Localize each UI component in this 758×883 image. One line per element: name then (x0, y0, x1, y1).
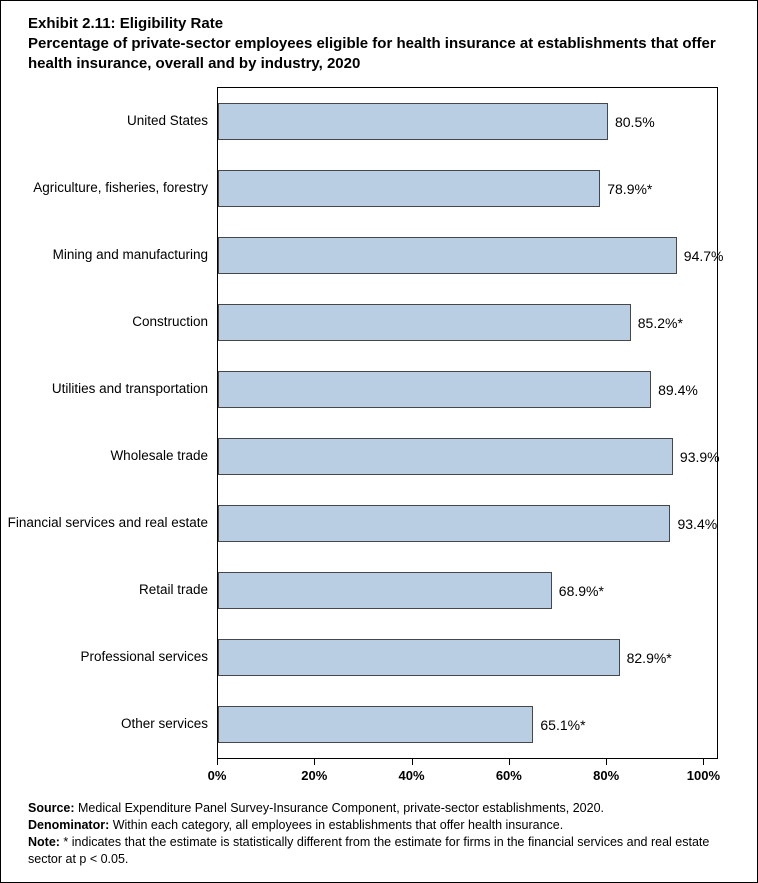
bar (218, 170, 601, 208)
bar-row: 89.4% (218, 356, 717, 423)
category-label: Financial services and real estate (7, 514, 208, 530)
bar-value-label: 89.4% (658, 381, 698, 398)
bar-value-label: 93.4% (677, 515, 718, 532)
denominator-note: Denominator: Within each category, all e… (28, 817, 730, 834)
category-label: Construction (132, 313, 208, 329)
axis-tick (606, 759, 608, 766)
bar-row: 68.9%* (218, 557, 717, 624)
bar-row: 93.9% (218, 423, 720, 490)
bar (218, 438, 673, 476)
source-note: Source: Medical Expenditure Panel Survey… (28, 800, 730, 817)
bar (218, 103, 608, 141)
axis-tick-label: 0% (207, 768, 227, 784)
axis-tick-label: 80% (593, 768, 620, 784)
denominator-label: Denominator: (28, 818, 110, 833)
bar (218, 371, 652, 409)
denominator-text: Within each category, all employees in e… (109, 818, 564, 833)
bar-value-label: 93.9% (679, 448, 720, 465)
source-label: Source: (28, 801, 75, 816)
bar-row: 78.9%* (218, 155, 717, 222)
category-label: Professional services (80, 648, 208, 664)
chart-title: Exhibit 2.11: Eligibility Rate (28, 15, 224, 32)
note-text: * indicates that the estimate is statist… (28, 834, 710, 866)
category-label: Other services (120, 715, 208, 731)
footnotes: Source: Medical Expenditure Panel Survey… (28, 800, 730, 867)
bar-value-label: 80.5% (614, 113, 655, 130)
bar-value-label: 68.9%* (558, 582, 604, 599)
axis-tick (703, 759, 705, 766)
axis-tick-label: 60% (495, 768, 522, 784)
bar-value-label: 82.9%* (626, 649, 672, 666)
category-axis: United States Agriculture, fisheries, for… (1, 87, 217, 759)
bar (218, 706, 534, 744)
bar (218, 572, 552, 610)
axis-tick-label: 100% (686, 768, 721, 784)
axis-tick (217, 759, 218, 766)
bar (218, 505, 671, 543)
axis-tick-label: 40% (398, 768, 425, 784)
bar-row: 85.2%* (218, 289, 717, 356)
bar-value-label: 94.7% (683, 247, 724, 264)
bar-value-label: 78.9%* (607, 180, 653, 197)
note-label: Note: (28, 834, 60, 849)
plot-area: 80.5% 78.9%* 94.7% 85.2%* 89.4% 93.9% 93.4% 68.… (217, 87, 723, 760)
title-block: Exhibit 2.11: Eligibility Rate Percentag… (1, 1, 757, 73)
axis-tick-label: 20% (301, 768, 328, 784)
bar-row: 80.5% (218, 88, 717, 155)
bar (218, 304, 631, 342)
source-text: Medical Expenditure Panel Survey-Insuran… (74, 801, 604, 816)
significance-note: Note: * indicates that the estimate is s… (28, 834, 730, 868)
bar-row: 65.1%* (218, 691, 717, 758)
bar (218, 639, 620, 677)
category-label: United States (126, 112, 208, 128)
x-axis-ticks: 0% 20% 40% 60% 80% 100% (208, 759, 721, 789)
bar-value-label: 85.2%* (637, 314, 683, 331)
axis-spacer (1, 759, 217, 789)
axis-tick (508, 759, 510, 766)
bar-row: 93.4% (218, 490, 717, 557)
bar-row: 94.7% (218, 222, 723, 289)
chart-subtitle: Percentage of private-sector employees e… (28, 34, 716, 72)
x-axis: 0% 20% 40% 60% 80% 100% (1, 759, 721, 789)
bar-chart: United States Agriculture, fisheries, for… (1, 87, 723, 760)
category-label: Wholesale trade (110, 447, 208, 463)
category-label: Utilities and transportation (51, 380, 208, 396)
category-label: Retail trade (138, 581, 208, 597)
axis-tick (314, 759, 316, 766)
category-label: Mining and manufacturing (52, 246, 208, 262)
bar-value-label: 65.1%* (540, 716, 586, 733)
category-label: Agriculture, fisheries, forestry (33, 179, 208, 195)
bar-row: 82.9%* (218, 624, 717, 691)
bar (218, 237, 677, 275)
axis-tick (411, 759, 413, 766)
